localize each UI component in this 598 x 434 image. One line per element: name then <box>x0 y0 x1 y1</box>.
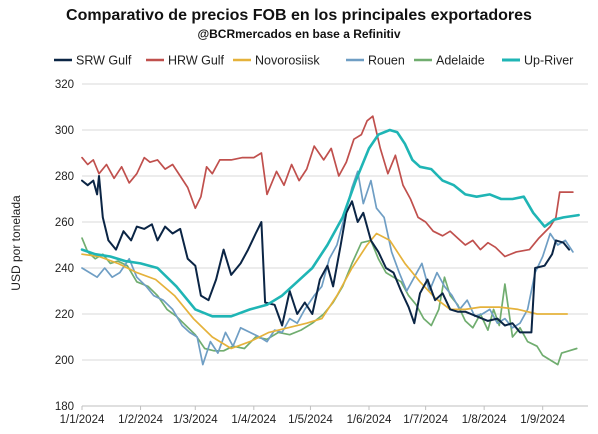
y-tick-label: 200 <box>55 355 74 367</box>
chart-title: Comparativo de precios FOB en los princi… <box>66 7 532 24</box>
legend-label: Rouen <box>368 54 405 68</box>
legend-label: SRW Gulf <box>76 54 132 68</box>
x-tick-label: 1/2/2024 <box>118 414 163 426</box>
axes: 180 200 220 240 260 280 300 320 1/1/2024 1/2/2024… <box>55 79 588 426</box>
gridlines <box>82 83 588 407</box>
y-tick-label: 240 <box>55 263 74 275</box>
x-tick-label: 1/1/2024 <box>60 414 105 426</box>
series-line-hrw-gulf <box>81 115 574 258</box>
series-line-adelaide <box>81 237 578 366</box>
x-tick-label: 1/9/2024 <box>520 414 565 426</box>
series-line-srw-gulf <box>81 175 571 334</box>
y-tick-label: 320 <box>55 79 74 91</box>
y-tick-label: 180 <box>55 401 74 413</box>
y-tick-label: 280 <box>55 171 74 183</box>
legend-label: Novorosiisk <box>255 54 320 68</box>
x-tick-label: 1/5/2024 <box>288 414 333 426</box>
y-tick-label: 220 <box>55 309 74 321</box>
series-line-novorosiisk <box>81 232 569 350</box>
legend-label: Adelaide <box>436 54 485 68</box>
x-tick-label: 1/4/2024 <box>231 414 276 426</box>
legend-label: Up-River <box>524 54 573 68</box>
chart-subtitle: @BCRmercados en base a Refinitiv <box>197 27 401 41</box>
legend: SRW Gulf HRW Gulf Novorosiisk Rouen Adelaide… <box>54 54 573 68</box>
x-tick-label: 1/3/2024 <box>173 414 218 426</box>
series-line-up-river <box>80 128 580 318</box>
y-axis-label: USD por tonelada <box>9 195 23 291</box>
x-tick-label: 1/8/2024 <box>462 414 507 426</box>
y-tick-label: 260 <box>55 217 74 229</box>
series-lines <box>80 115 580 366</box>
series-line-rouen <box>81 170 574 366</box>
legend-label: HRW Gulf <box>168 54 225 68</box>
x-tick-label: 1/6/2024 <box>347 414 392 426</box>
y-tick-label: 300 <box>55 125 74 137</box>
x-tick-label: 1/7/2024 <box>403 414 448 426</box>
